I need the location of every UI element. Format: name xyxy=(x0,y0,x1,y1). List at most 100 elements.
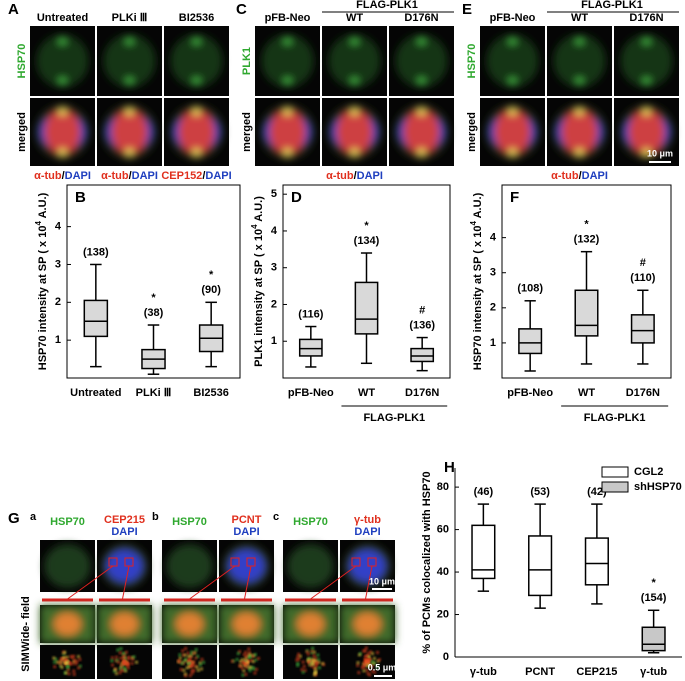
roi-connector xyxy=(310,565,357,600)
pole xyxy=(575,77,584,84)
sim-dot xyxy=(186,651,190,655)
sim-dot xyxy=(187,655,190,658)
roi-connector xyxy=(67,565,114,600)
row-label: merged xyxy=(241,112,253,152)
y-axis-label: HSP70 intensity at SP ( x 104 A.U.) xyxy=(469,192,484,370)
y-tick-label: 5 xyxy=(271,188,277,200)
micrograph-signal xyxy=(260,104,315,160)
micrograph-signal xyxy=(261,34,314,88)
sim-dot xyxy=(198,661,202,665)
y-tick-label: 2 xyxy=(55,296,61,308)
pole xyxy=(508,77,517,84)
y-axis-label-text: HSP70 intensity at SP ( x 10 xyxy=(37,226,49,371)
sim-dot xyxy=(301,660,305,664)
pole xyxy=(192,77,201,84)
sim-dot xyxy=(311,647,314,650)
sim-dot xyxy=(189,656,193,659)
sim-dot xyxy=(371,652,374,655)
micrograph-signal xyxy=(486,34,539,88)
x-tick-label: WT xyxy=(358,387,375,399)
sim-dot xyxy=(369,650,372,654)
sim-dot xyxy=(194,648,198,651)
stain-part: / xyxy=(354,170,357,182)
sim-dot xyxy=(200,658,204,661)
y-tick-label: 4 xyxy=(55,221,62,233)
x-tick-label: Untreated xyxy=(70,387,121,399)
pole xyxy=(508,148,517,157)
sim-dot xyxy=(127,666,130,670)
sim-dot xyxy=(373,657,376,660)
subpanel-letter: a xyxy=(30,511,37,523)
sim-dot xyxy=(362,649,366,653)
stain-label: α-tub/DAPI xyxy=(551,170,608,182)
spindle xyxy=(44,109,81,155)
sim-dot xyxy=(241,661,244,664)
box xyxy=(471,524,496,580)
pole xyxy=(575,107,584,116)
micrograph-signal xyxy=(620,34,673,88)
stain-part: CEP152 xyxy=(161,170,202,182)
sim-dot xyxy=(188,661,191,665)
significance-marker: * xyxy=(364,220,369,232)
sim-dot xyxy=(243,653,246,656)
channel-label: DAPI xyxy=(111,526,137,538)
sim-dot xyxy=(367,655,371,659)
spindle xyxy=(269,109,306,155)
micrograph-signal xyxy=(219,605,274,643)
pole xyxy=(58,77,67,84)
sim-dot xyxy=(356,661,360,664)
sim-dot xyxy=(303,669,307,672)
pole xyxy=(508,38,517,45)
row-label: SIM xyxy=(20,652,32,672)
sim-dot xyxy=(123,660,126,664)
pole xyxy=(350,107,359,116)
group-label: FLAG-PLK1 xyxy=(584,412,646,424)
stain-part: α-tub xyxy=(551,170,579,182)
cell-signal xyxy=(36,34,89,88)
y-tick-label: 2 xyxy=(271,298,277,310)
sim-dot xyxy=(118,651,122,655)
plot-frame xyxy=(66,184,241,379)
scale-label: 10 μm xyxy=(369,576,395,586)
plot-frame xyxy=(501,184,672,379)
column-label: WT xyxy=(571,12,588,24)
y-axis-label-tail: A.U.) xyxy=(253,196,265,225)
sim-dot xyxy=(184,658,187,661)
sim-dot xyxy=(190,671,194,675)
column-label: Untreated xyxy=(37,12,88,24)
sim-dot xyxy=(370,669,374,673)
sim-dot xyxy=(238,664,242,668)
sim-dot xyxy=(119,656,123,660)
pole xyxy=(58,38,67,45)
sim-dot xyxy=(65,661,68,664)
box xyxy=(641,626,666,652)
subpanel-letter: c xyxy=(273,511,279,523)
x-tick-label: γ-tub xyxy=(640,666,667,678)
sim-dot xyxy=(307,660,311,664)
cell-signal xyxy=(170,34,223,88)
sim-dot xyxy=(296,664,299,667)
sim-dot xyxy=(75,660,79,663)
x-tick-label: BI2536 xyxy=(193,387,228,399)
sim-dot xyxy=(245,653,249,657)
significance-marker: * xyxy=(151,292,156,304)
n-label: (136) xyxy=(409,319,435,331)
row-label: HSP70 xyxy=(16,44,28,79)
row-label: merged xyxy=(16,112,28,152)
x-tick-label: CEP215 xyxy=(576,666,617,678)
pole xyxy=(642,107,651,116)
stain-part: DAPI xyxy=(582,170,608,182)
micrograph-signal xyxy=(287,544,334,588)
sim-dot xyxy=(116,648,120,652)
x-tick-label: PLKi Ⅲ xyxy=(136,387,172,399)
pole xyxy=(417,148,426,157)
micrograph-signal xyxy=(552,104,607,160)
sim-dot xyxy=(240,666,244,670)
micrograph-signal xyxy=(485,104,540,160)
roi-connector xyxy=(365,565,373,600)
sim-dot xyxy=(178,656,182,660)
stain-part: α-tub xyxy=(34,170,62,182)
pole xyxy=(125,148,134,157)
legend-label: CGL2 xyxy=(634,466,663,478)
column-label: D176N xyxy=(404,12,438,24)
